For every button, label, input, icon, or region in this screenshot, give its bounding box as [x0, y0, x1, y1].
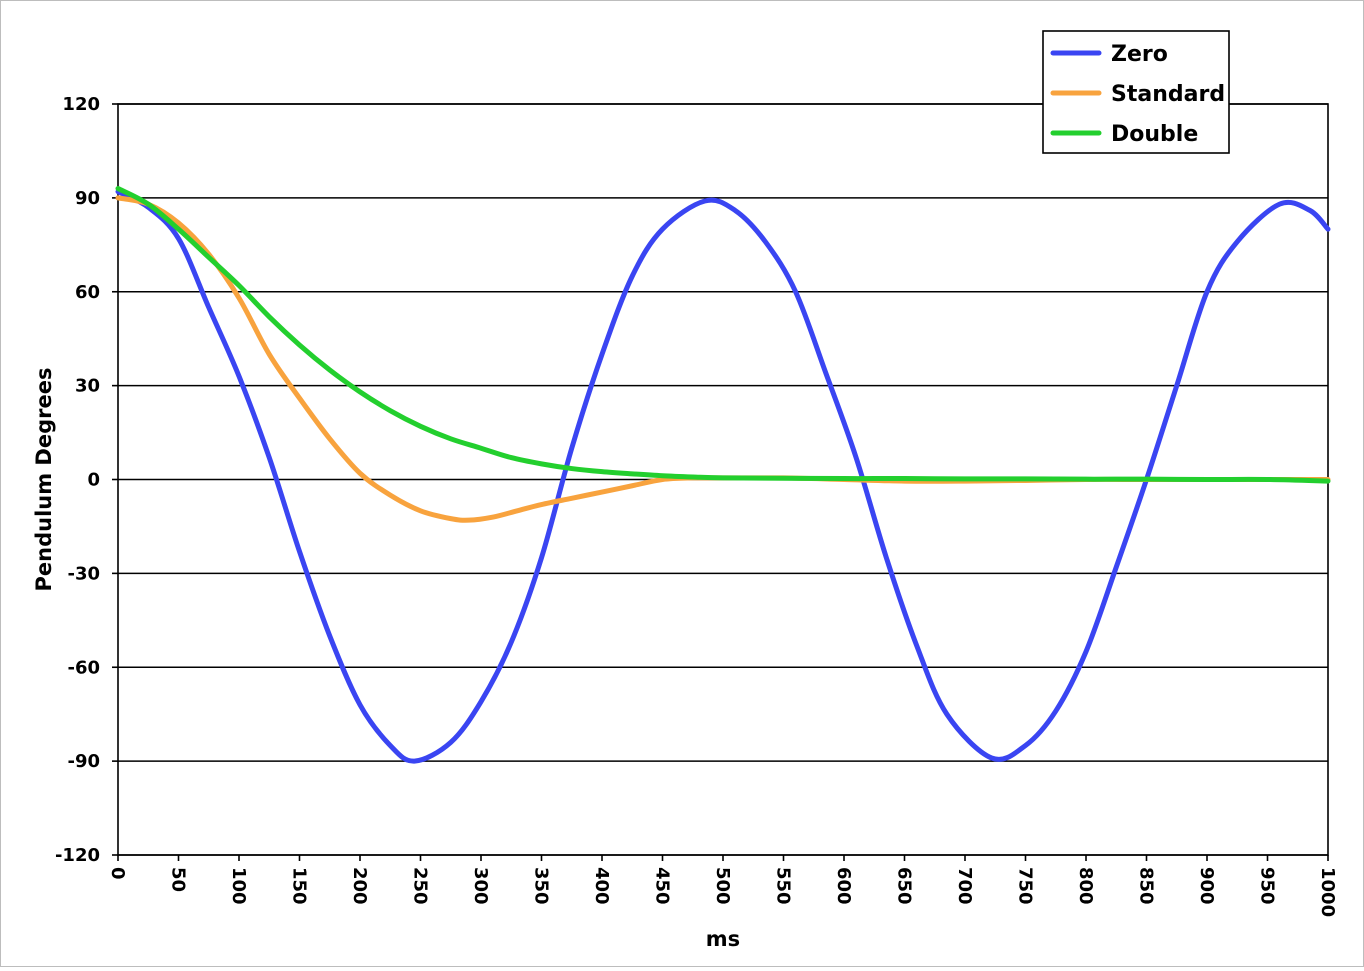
legend-label-zero: Zero: [1111, 42, 1168, 67]
y-tick-label: -30: [67, 563, 100, 584]
x-tick-label: 250: [410, 867, 431, 905]
legend-label-double: Double: [1111, 122, 1198, 147]
x-tick-label: 750: [1015, 867, 1036, 905]
y-tick-label: -90: [67, 751, 100, 772]
x-tick-label: 700: [954, 867, 975, 905]
x-tick-label: 100: [228, 867, 249, 905]
x-tick-label: 800: [1075, 867, 1096, 905]
x-tick-label: 450: [652, 867, 673, 905]
x-tick-label: 850: [1136, 867, 1157, 905]
y-tick-label: -120: [55, 845, 100, 866]
x-tick-label: 0: [107, 867, 128, 880]
x-tick-label: 300: [470, 867, 491, 905]
x-tick-label: 150: [289, 867, 310, 905]
legend-label-standard: Standard: [1111, 82, 1225, 107]
y-tick-label: 30: [75, 376, 100, 397]
x-tick-label: 550: [773, 867, 794, 905]
x-tick-label: 350: [531, 867, 552, 905]
x-tick-label: 50: [168, 867, 189, 892]
x-tick-label: 900: [1196, 867, 1217, 905]
x-tick-label: 1000: [1317, 867, 1338, 917]
x-tick-label: 400: [591, 867, 612, 905]
x-tick-label: 950: [1257, 867, 1278, 905]
y-tick-label: -60: [67, 657, 100, 678]
y-tick-label: 90: [75, 188, 100, 209]
series-line-double: [115, 185, 1331, 484]
x-tick-label: 600: [833, 867, 854, 905]
y-tick-label: 60: [75, 282, 100, 303]
y-axis-title: Pendulum Degrees: [32, 368, 56, 592]
legend: Zero Standard Double: [1042, 30, 1230, 154]
y-tick-label: 120: [62, 94, 100, 115]
x-axis-title: ms: [706, 927, 740, 951]
x-tick-label: 200: [349, 867, 370, 905]
y-tick-label: 0: [87, 470, 100, 491]
x-tick-label: 500: [712, 867, 733, 905]
x-tick-label: 650: [894, 867, 915, 905]
series-lines: [115, 185, 1331, 764]
series-line-zero: [115, 189, 1331, 764]
